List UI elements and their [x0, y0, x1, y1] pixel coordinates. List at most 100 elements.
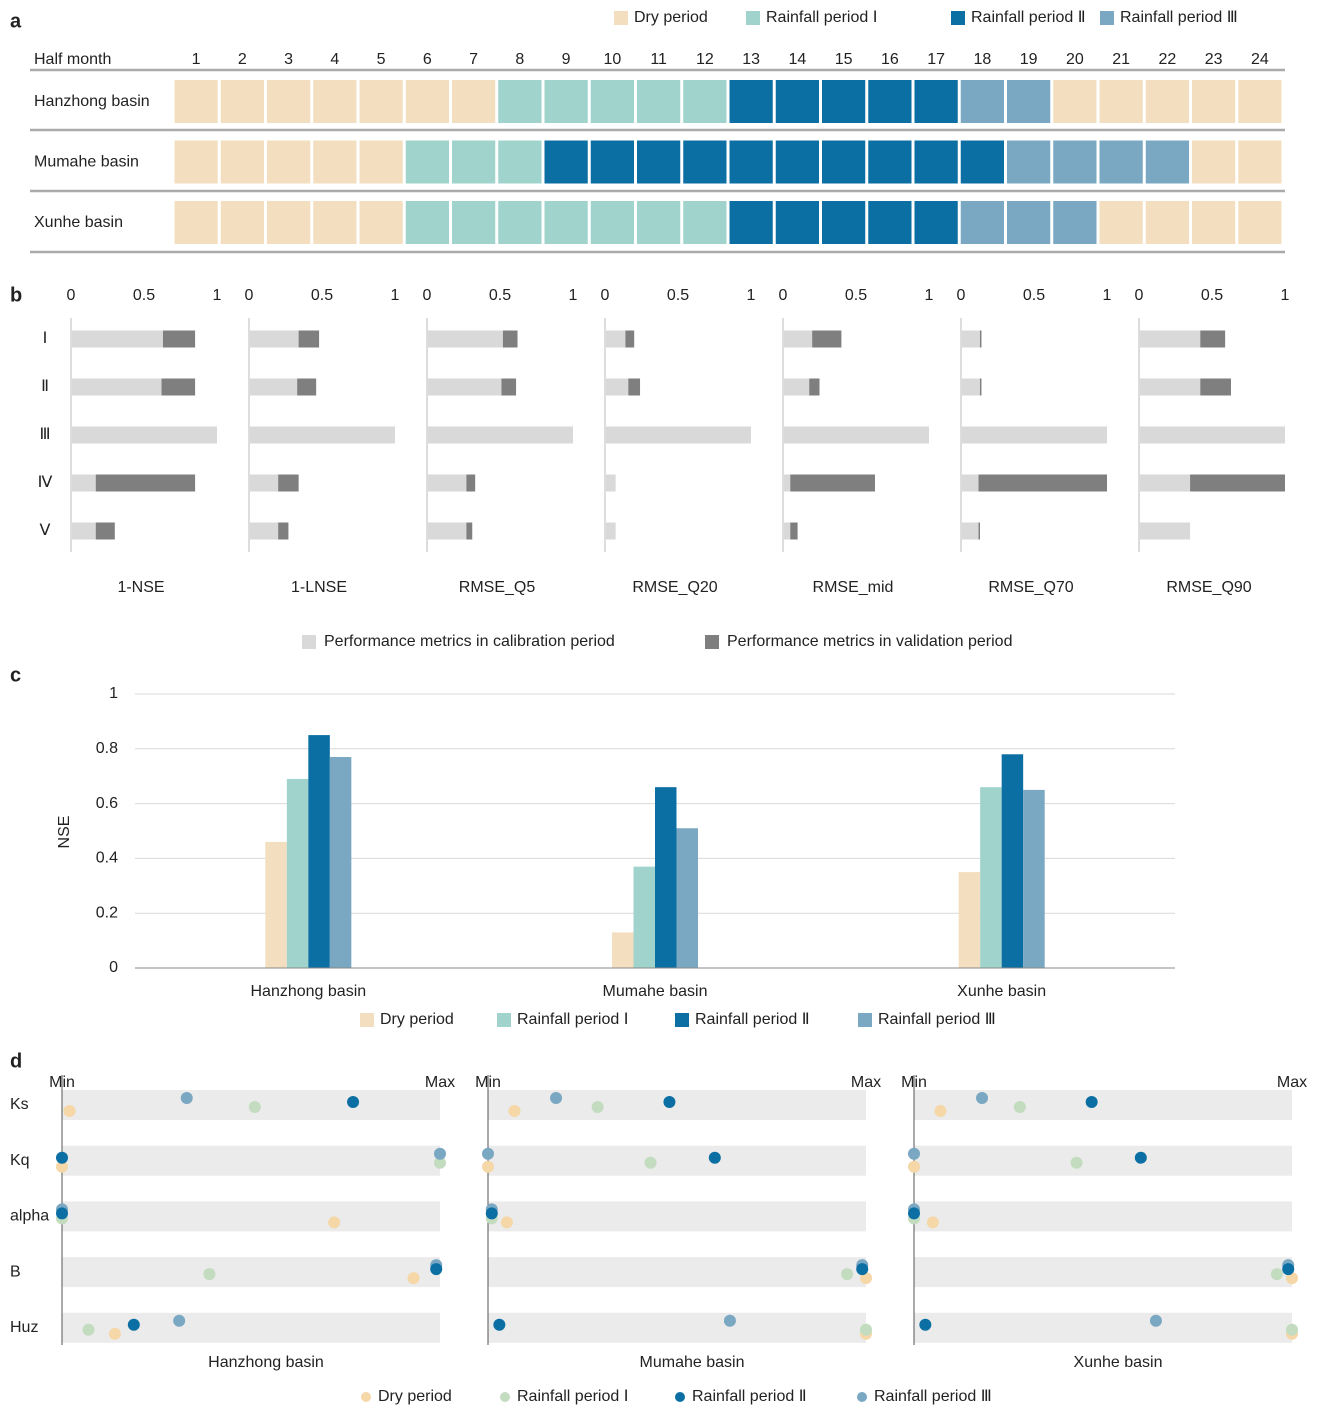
- bar: [962, 474, 979, 492]
- column-label: 11: [650, 51, 667, 68]
- x-tick-label: Xunhe basin: [957, 983, 1046, 1000]
- row-label: Kq: [10, 1152, 30, 1169]
- bar: [428, 522, 467, 540]
- row-band: [62, 1257, 440, 1288]
- x-tick-label: 1: [391, 287, 400, 304]
- column-label: 9: [562, 51, 571, 68]
- legend-swatch: [302, 635, 316, 649]
- row-label: Xunhe basin: [34, 214, 123, 231]
- y-tick-label: 0.4: [96, 850, 118, 867]
- period-cell: [683, 80, 727, 123]
- column-label: 8: [515, 51, 524, 68]
- column-label: 15: [835, 51, 853, 68]
- panel-label: c: [10, 664, 21, 686]
- bar: [428, 426, 573, 444]
- legend-label: Rainfall period Ⅱ: [692, 1388, 807, 1405]
- x-tick-label: 0.5: [133, 287, 155, 304]
- dot: [723, 1314, 736, 1327]
- bar: [784, 522, 791, 540]
- period-cell: [1145, 80, 1189, 123]
- dot: [860, 1323, 872, 1336]
- legend-swatch: [858, 1013, 872, 1027]
- period-cell: [313, 140, 357, 184]
- period-cell: [822, 201, 866, 244]
- dot: [976, 1092, 989, 1104]
- legend-swatch: [497, 1013, 511, 1027]
- legend-swatch: [705, 635, 719, 649]
- bar: [72, 474, 96, 492]
- row-band: [488, 1257, 866, 1288]
- period-cell: [775, 80, 819, 123]
- bar: [655, 787, 677, 968]
- dot: [644, 1156, 657, 1169]
- bar: [286, 778, 309, 968]
- column-label: 18: [973, 51, 991, 68]
- dot: [908, 1160, 920, 1173]
- x-tick-label: 0.5: [667, 287, 689, 304]
- bar: [962, 330, 980, 348]
- x-tick-label: Min: [901, 1074, 927, 1091]
- bar: [1140, 522, 1191, 540]
- dot: [663, 1096, 676, 1108]
- x-tick-label: 0.5: [489, 287, 511, 304]
- row-band: [62, 1312, 440, 1343]
- dot: [708, 1151, 721, 1164]
- period-cell: [1007, 80, 1051, 123]
- bar: [1140, 474, 1191, 492]
- period-cell: [960, 140, 1004, 184]
- x-axis-label: 1-LNSE: [291, 579, 347, 596]
- period-cell: [1099, 140, 1143, 184]
- period-cell: [452, 80, 496, 123]
- period-cell: [220, 140, 264, 184]
- column-label: 5: [377, 51, 386, 68]
- legend-swatch: [1100, 11, 1114, 25]
- period-cell: [1007, 140, 1051, 184]
- panel-label: a: [10, 10, 22, 32]
- row-band: [488, 1312, 866, 1343]
- bar: [784, 474, 875, 492]
- period-cell: [267, 140, 311, 184]
- bar: [606, 474, 616, 492]
- period-cell: [822, 80, 866, 123]
- bar: [72, 330, 163, 348]
- legend-swatch: [614, 11, 628, 25]
- period-cell: [637, 140, 681, 184]
- period-cell: [822, 140, 866, 184]
- x-tick-label: Mumahe basin: [603, 983, 708, 1000]
- period-cell: [544, 140, 588, 184]
- period-cell: [1099, 201, 1143, 244]
- x-tick-label: 0: [601, 287, 610, 304]
- panel-label: d: [10, 1050, 22, 1072]
- x-tick-label: 0: [245, 287, 254, 304]
- row-band: [914, 1201, 1292, 1232]
- x-axis-label: RMSE_Q5: [459, 579, 536, 596]
- period-cell: [359, 80, 403, 123]
- x-tick-label: 0.5: [311, 287, 333, 304]
- category-label: Ⅲ: [39, 426, 50, 443]
- period-cell: [914, 80, 958, 123]
- period-cell: [729, 140, 773, 184]
- y-tick-label: 0.2: [96, 904, 118, 921]
- row-label: Huz: [10, 1319, 38, 1336]
- dot: [1270, 1268, 1283, 1281]
- x-tick-label: Max: [425, 1074, 455, 1091]
- period-cell: [914, 201, 958, 244]
- period-cell: [220, 201, 264, 244]
- dot: [508, 1105, 521, 1117]
- period-cell: [868, 201, 912, 244]
- column-label: 20: [1066, 51, 1084, 68]
- dot: [1134, 1151, 1147, 1164]
- bar: [1140, 330, 1201, 348]
- dot: [430, 1263, 443, 1276]
- bar: [250, 474, 279, 492]
- legend-swatch: [360, 1013, 374, 1027]
- bar: [612, 932, 634, 968]
- dot: [1070, 1156, 1083, 1169]
- dot: [856, 1263, 869, 1276]
- x-tick-label: Max: [851, 1074, 881, 1091]
- legend-label: Dry period: [634, 9, 708, 26]
- x-tick-label: 1: [569, 287, 578, 304]
- column-label: 21: [1112, 51, 1130, 68]
- period-cell: [1007, 201, 1051, 244]
- column-label: 2: [238, 51, 247, 68]
